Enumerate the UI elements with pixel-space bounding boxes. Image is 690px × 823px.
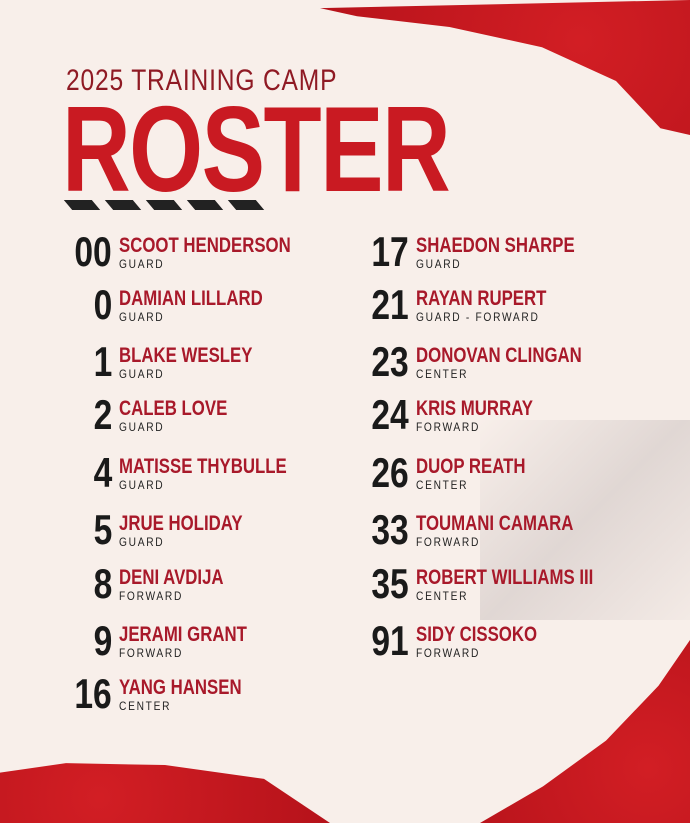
player-position: FORWARD	[119, 646, 184, 660]
player-position: CENTER	[119, 699, 172, 713]
roster-entry: 23 DONOVAN CLINGAN CENTER	[361, 341, 641, 397]
jersey-number: 9	[93, 617, 112, 664]
player-name: JRUE HOLIDAY	[119, 512, 243, 535]
jersey-number: 00	[74, 228, 112, 275]
background-arena-photo	[480, 420, 690, 620]
jersey-number: 8	[93, 560, 112, 607]
roster-entry: 26 DUOP REATH CENTER	[361, 452, 641, 508]
roster-entry: 9 JERAMI GRANT FORWARD	[64, 620, 344, 676]
roster-entry: 17 SHAEDON SHARPE GUARD	[361, 231, 641, 287]
player-position: GUARD	[119, 535, 165, 549]
roster-entry: 5 JRUE HOLIDAY GUARD	[64, 509, 344, 565]
jersey-number: 0	[93, 281, 112, 328]
player-name: SHAEDON SHARPE	[416, 234, 575, 257]
player-name: BLAKE WESLEY	[119, 344, 253, 367]
roster-entry: 4 MATISSE THYBULLE GUARD	[64, 452, 344, 508]
jersey-number: 21	[371, 281, 409, 328]
roster-entry: 2 CALEB LOVE GUARD	[64, 394, 344, 450]
player-name: SIDY CISSOKO	[416, 623, 538, 646]
roster-entry: 91 SIDY CISSOKO FORWARD	[361, 620, 641, 676]
player-name: JERAMI GRANT	[119, 623, 247, 646]
player-position: GUARD - FORWARD	[416, 310, 540, 324]
player-position: GUARD	[416, 257, 462, 271]
player-position: GUARD	[119, 310, 165, 324]
jersey-number: 4	[93, 449, 112, 496]
roster-entry: 1 BLAKE WESLEY GUARD	[64, 341, 344, 397]
roster-entry: 8 DENI AVDIJA FORWARD	[64, 563, 344, 619]
jersey-number: 33	[371, 506, 409, 553]
jersey-number: 5	[93, 506, 112, 553]
jersey-number: 35	[371, 560, 409, 607]
player-name: SCOOT HENDERSON	[119, 234, 291, 257]
player-name: CALEB LOVE	[119, 397, 228, 420]
red-paint-bottom-left	[0, 763, 330, 823]
roster-entry: 16 YANG HANSEN CENTER	[64, 673, 344, 729]
player-position: FORWARD	[416, 535, 481, 549]
player-position: GUARD	[119, 367, 165, 381]
player-name: MATISSE THYBULLE	[119, 455, 287, 478]
player-name: TOUMANI CAMARA	[416, 512, 574, 535]
player-position: GUARD	[119, 420, 165, 434]
subtitle: 2025 TRAINING CAMP	[66, 64, 338, 97]
player-position: FORWARD	[119, 589, 184, 603]
player-position: GUARD	[119, 478, 165, 492]
player-name: DONOVAN CLINGAN	[416, 344, 582, 367]
jersey-number: 1	[93, 338, 112, 385]
player-name: DUOP REATH	[416, 455, 526, 478]
roster-entry: 00 SCOOT HENDERSON GUARD	[64, 231, 344, 287]
jersey-number: 17	[371, 228, 409, 275]
player-position: FORWARD	[416, 420, 481, 434]
jersey-number: 2	[93, 391, 112, 438]
jersey-number: 26	[371, 449, 409, 496]
jersey-number: 16	[74, 670, 112, 717]
player-name: YANG HANSEN	[119, 676, 242, 699]
player-position: CENTER	[416, 589, 469, 603]
player-name: DAMIAN LILLARD	[119, 287, 263, 310]
player-position: GUARD	[119, 257, 165, 271]
jersey-number: 23	[371, 338, 409, 385]
player-name: DENI AVDIJA	[119, 566, 224, 589]
player-position: CENTER	[416, 478, 469, 492]
jersey-number: 24	[371, 391, 409, 438]
dash-divider	[63, 200, 265, 210]
player-name: KRIS MURRAY	[416, 397, 533, 420]
player-position: CENTER	[416, 367, 469, 381]
roster-entry: 0 DAMIAN LILLARD GUARD	[64, 284, 344, 340]
roster-entry: 33 TOUMANI CAMARA FORWARD	[361, 509, 641, 565]
player-name: ROBERT WILLIAMS III	[416, 566, 594, 589]
jersey-number: 91	[371, 617, 409, 664]
player-position: FORWARD	[416, 646, 481, 660]
page-title: ROSTER	[62, 81, 451, 217]
player-name: RAYAN RUPERT	[416, 287, 547, 310]
roster-entry: 21 RAYAN RUPERT GUARD - FORWARD	[361, 284, 641, 340]
roster-entry: 35 ROBERT WILLIAMS III CENTER	[361, 563, 641, 619]
roster-entry: 24 KRIS MURRAY FORWARD	[361, 394, 641, 450]
